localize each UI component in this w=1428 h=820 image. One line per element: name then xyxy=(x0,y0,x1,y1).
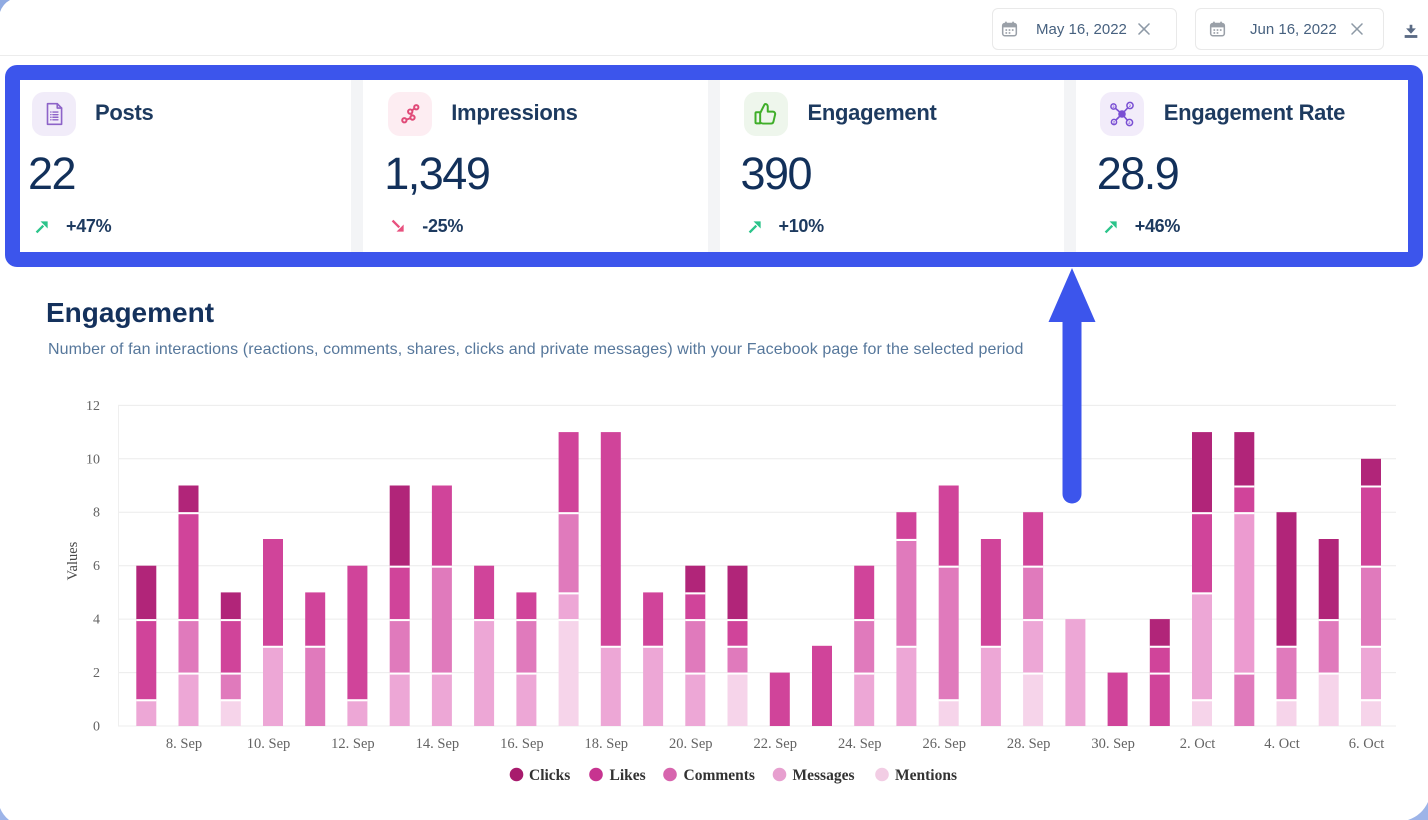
svg-text:2: 2 xyxy=(93,666,100,681)
svg-text:16. Sep: 16. Sep xyxy=(500,736,544,752)
svg-text:14. Sep: 14. Sep xyxy=(416,736,460,752)
svg-text:4: 4 xyxy=(93,613,100,628)
svg-text:12. Sep: 12. Sep xyxy=(331,736,375,752)
svg-text:4. Oct: 4. Oct xyxy=(1264,736,1299,752)
svg-text:30. Sep: 30. Sep xyxy=(1091,736,1135,752)
svg-text:2: 2 xyxy=(1129,103,1132,108)
svg-text:20. Sep: 20. Sep xyxy=(669,736,713,752)
svg-text:10. Sep: 10. Sep xyxy=(247,736,291,752)
svg-text:6: 6 xyxy=(93,559,100,574)
svg-text:28. Sep: 28. Sep xyxy=(1007,736,1051,752)
svg-text:Values: Values xyxy=(65,541,81,580)
svg-text:Messages: Messages xyxy=(793,767,855,784)
svg-text:6. Oct: 6. Oct xyxy=(1349,736,1384,752)
svg-text:Likes: Likes xyxy=(610,767,646,784)
svg-text:2: 2 xyxy=(1113,120,1116,125)
svg-text:22. Sep: 22. Sep xyxy=(753,736,797,752)
svg-text:Mentions: Mentions xyxy=(895,767,957,784)
svg-text:8: 8 xyxy=(93,506,100,521)
svg-text:0: 0 xyxy=(93,720,100,735)
svg-text:2. Oct: 2. Oct xyxy=(1180,736,1215,752)
svg-text:2: 2 xyxy=(1113,104,1116,109)
svg-text:2: 2 xyxy=(1129,120,1132,125)
svg-text:8. Sep: 8. Sep xyxy=(166,736,202,752)
svg-text:12: 12 xyxy=(86,399,100,414)
svg-text:Clicks: Clicks xyxy=(529,767,570,784)
svg-text:Comments: Comments xyxy=(684,767,755,784)
svg-text:18. Sep: 18. Sep xyxy=(585,736,629,752)
svg-text:10: 10 xyxy=(86,452,100,467)
svg-text:26. Sep: 26. Sep xyxy=(922,736,966,752)
svg-text:24. Sep: 24. Sep xyxy=(838,736,882,752)
